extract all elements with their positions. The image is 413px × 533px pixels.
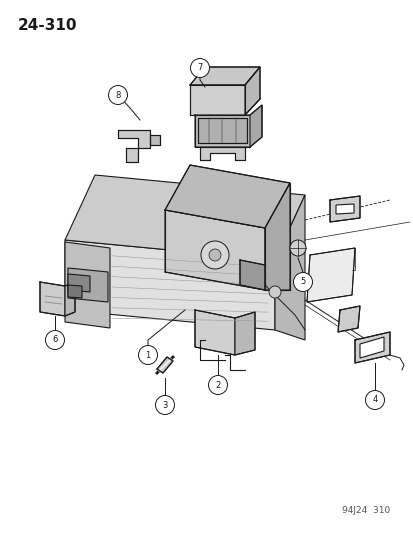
Text: 5: 5 [300, 278, 305, 287]
Text: 1: 1 [145, 351, 150, 359]
Polygon shape [65, 282, 75, 316]
Polygon shape [118, 130, 150, 148]
Circle shape [138, 345, 157, 365]
Circle shape [201, 241, 228, 269]
Circle shape [293, 272, 312, 292]
Polygon shape [190, 85, 244, 115]
Text: 7: 7 [197, 63, 202, 72]
Polygon shape [329, 196, 359, 222]
Polygon shape [65, 175, 304, 260]
Circle shape [289, 240, 305, 256]
Polygon shape [249, 105, 261, 147]
Circle shape [155, 395, 174, 415]
Polygon shape [126, 148, 138, 162]
Text: 8: 8 [115, 91, 121, 100]
Polygon shape [199, 147, 244, 160]
Circle shape [208, 376, 227, 394]
Text: 94J24  310: 94J24 310 [341, 506, 389, 515]
Text: 3: 3 [162, 400, 167, 409]
Polygon shape [65, 240, 274, 330]
Polygon shape [235, 312, 254, 355]
Polygon shape [68, 274, 90, 292]
Polygon shape [40, 282, 65, 316]
Text: 6: 6 [52, 335, 57, 344]
Polygon shape [244, 67, 259, 115]
Circle shape [209, 249, 221, 261]
Polygon shape [274, 195, 304, 340]
Polygon shape [354, 332, 389, 363]
Polygon shape [150, 135, 159, 145]
Polygon shape [195, 310, 235, 355]
Polygon shape [195, 115, 249, 147]
Circle shape [108, 85, 127, 104]
Text: 2: 2 [215, 381, 220, 390]
Polygon shape [337, 306, 359, 332]
Polygon shape [165, 210, 264, 290]
Polygon shape [157, 357, 173, 373]
Polygon shape [68, 268, 108, 302]
Text: 24-310: 24-310 [18, 18, 77, 33]
Circle shape [190, 59, 209, 77]
Polygon shape [359, 337, 383, 358]
Polygon shape [306, 248, 354, 302]
Polygon shape [190, 67, 259, 85]
Circle shape [45, 330, 64, 350]
Circle shape [365, 391, 384, 409]
Polygon shape [65, 242, 110, 328]
Polygon shape [68, 285, 82, 298]
Polygon shape [264, 183, 289, 290]
Polygon shape [165, 165, 289, 228]
Circle shape [268, 286, 280, 298]
Polygon shape [335, 204, 353, 214]
Polygon shape [240, 260, 264, 290]
Text: 4: 4 [371, 395, 377, 405]
Polygon shape [197, 118, 247, 143]
